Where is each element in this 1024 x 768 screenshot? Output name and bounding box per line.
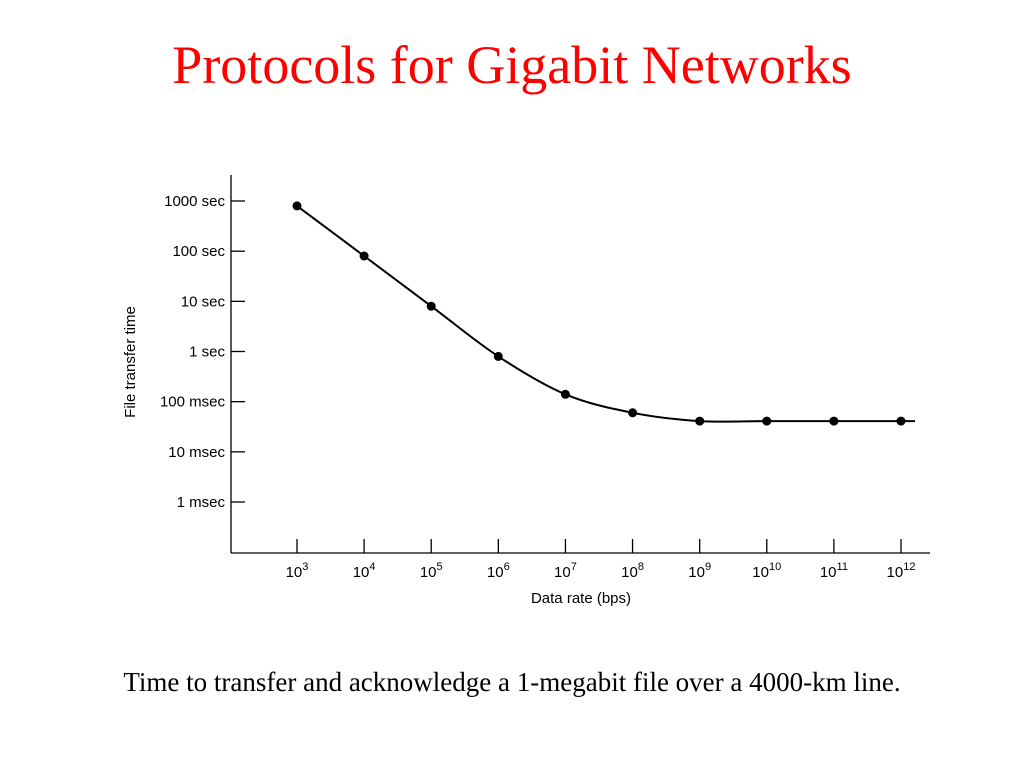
data-point [695,416,705,426]
x-axis-label: Data rate (bps) [531,590,631,607]
y-tick-label: 10 sec [181,293,226,310]
data-point [829,416,839,426]
y-axis-label: File transfer time [122,306,139,418]
y-tick-label: 100 sec [172,243,225,260]
y-tick-label: 1 msec [177,494,226,511]
y-tick-label: 1 sec [189,344,225,361]
x-tick-label: 1012 [887,561,916,581]
x-ticks: 103 104 105 106 107 108 109 1010 1011 1012 [286,539,916,581]
axes [230,175,930,554]
data-point [628,408,638,418]
y-tick-label: 1000 sec [164,193,225,210]
data-point [359,251,369,261]
x-tick-label: 1011 [820,561,848,581]
data-point [560,389,570,399]
data-point [896,416,906,426]
y-tick-label: 100 msec [160,394,226,411]
x-tick-label: 107 [554,561,577,581]
data-point [762,416,772,426]
data-point [426,301,436,311]
series-line [296,205,915,423]
y-tick-label: 10 msec [168,444,225,461]
series-points [292,201,906,426]
x-tick-label: 105 [420,561,443,581]
slide-caption: Time to transfer and acknowledge a 1-meg… [123,667,901,697]
slide-title: Protocols for Gigabit Networks [172,35,852,95]
x-tick-label: 108 [621,561,644,581]
x-tick-label: 1010 [752,561,781,581]
data-point [493,351,503,361]
y-ticks: 1000 sec 100 sec 10 sec 1 sec 100 msec 10 mse… [160,193,245,511]
x-tick-label: 104 [353,561,376,581]
x-tick-label: 103 [286,561,309,581]
x-tick-label: 106 [487,561,510,581]
x-tick-label: 109 [688,561,711,581]
data-point [292,201,302,211]
